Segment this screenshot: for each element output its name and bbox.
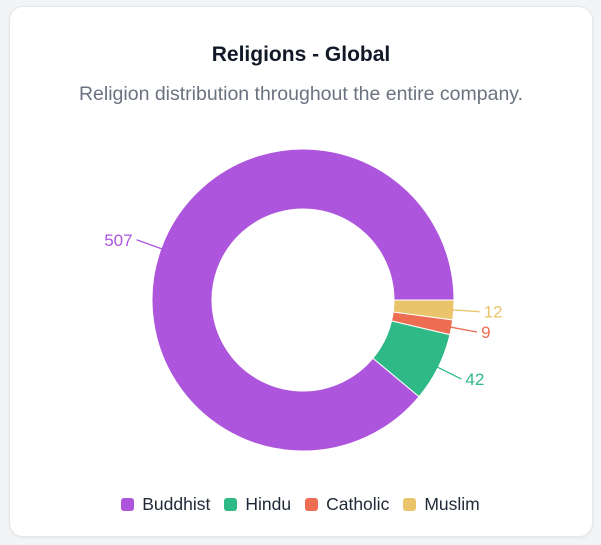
- chart-legend: Buddhist Hindu Catholic Muslim: [0, 494, 601, 515]
- legend-item-muslim[interactable]: Muslim: [403, 494, 480, 515]
- legend-swatch-muslim: [403, 498, 417, 511]
- legend-swatch-catholic: [305, 498, 319, 511]
- legend-item-catholic[interactable]: Catholic: [305, 494, 389, 515]
- data-label-catholic: 9: [481, 323, 490, 342]
- legend-swatch-buddhist: [121, 498, 135, 511]
- leader-line-catholic: [449, 326, 478, 333]
- legend-label-muslim: Muslim: [424, 494, 480, 514]
- card-subtitle: Religion distribution throughout the ent…: [78, 83, 524, 105]
- legend-item-hindu[interactable]: Hindu: [224, 494, 291, 515]
- card-title: Religions - Global: [211, 43, 391, 66]
- data-label-muslim: 12: [484, 303, 503, 322]
- legend-label-catholic: Catholic: [326, 494, 390, 514]
- legend-label-hindu: Hindu: [245, 494, 292, 514]
- leader-line-buddhist: [136, 239, 164, 250]
- data-label-buddhist: 507: [104, 231, 132, 250]
- legend-item-buddhist[interactable]: Buddhist: [121, 494, 210, 515]
- legend-label-buddhist: Buddhist: [142, 494, 211, 514]
- leader-line-muslim: [451, 309, 480, 313]
- leader-line-hindu: [436, 365, 462, 380]
- slice-buddhist[interactable]: [151, 148, 455, 452]
- legend-swatch-hindu: [224, 498, 238, 511]
- data-label-hindu: 42: [465, 370, 484, 389]
- slice-muslim[interactable]: [392, 299, 455, 321]
